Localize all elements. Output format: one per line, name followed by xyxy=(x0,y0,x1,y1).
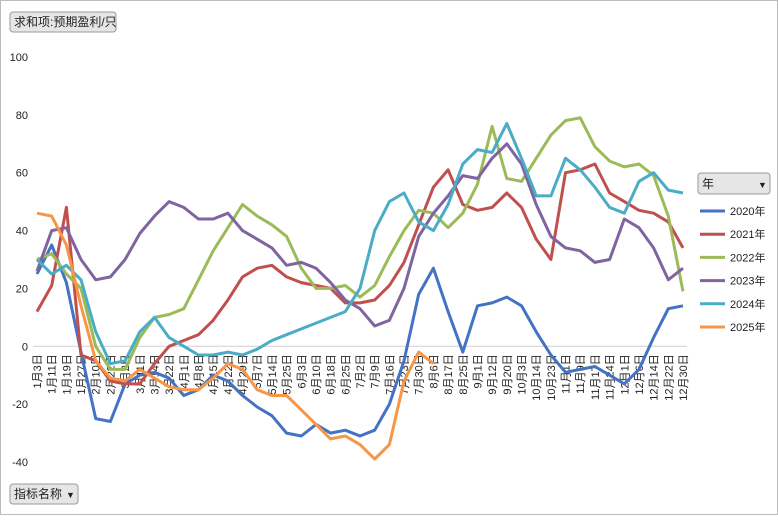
x-tick-label: 12月14日 xyxy=(649,354,661,400)
x-tick-label: 7月2日 xyxy=(355,354,367,388)
x-tick-label: 11月1日 xyxy=(561,354,573,394)
x-tick-label: 12月1日 xyxy=(619,354,631,394)
series-line xyxy=(36,211,435,461)
x-tick-label: 10月3日 xyxy=(517,354,529,394)
x-tick-label: 12月22日 xyxy=(663,354,675,400)
value-field-button[interactable] xyxy=(9,11,117,33)
x-tick-label: 9月12日 xyxy=(487,354,499,394)
legend-label: 2023年 xyxy=(730,274,765,288)
x-tick-label: 4月8日 xyxy=(194,354,206,388)
legend-field-label: 年 xyxy=(702,177,714,191)
x-tick-label: 5月14日 xyxy=(267,354,279,394)
x-tick-label: 6月3日 xyxy=(296,354,308,388)
x-tick-label: 1月3日 xyxy=(32,354,44,388)
x-tick-label: 5月25日 xyxy=(282,354,294,394)
dropdown-arrow: ▼ xyxy=(66,490,75,500)
y-tick-label: -20 xyxy=(12,399,28,411)
y-tick-label: 0 xyxy=(22,341,28,353)
x-tick-label: 7月30日 xyxy=(414,354,426,394)
x-tick-label: 4月1日 xyxy=(179,354,191,388)
legend-label: 2022年 xyxy=(730,250,765,264)
legend-label: 2021年 xyxy=(730,227,765,241)
axis-field-button[interactable] xyxy=(9,483,79,505)
y-tick-label: 60 xyxy=(16,168,28,180)
y-tick-label: -40 xyxy=(12,457,28,469)
x-tick-label: 7月16日 xyxy=(384,354,396,394)
series-line xyxy=(35,122,684,366)
x-tick-label: 1月11日 xyxy=(47,354,59,394)
x-tick-label: 4月22日 xyxy=(223,354,235,394)
x-tick-label: 11月17日 xyxy=(590,354,602,400)
series-line xyxy=(35,243,684,438)
x-tick-label: 10月14日 xyxy=(531,354,543,400)
axis-field-label: 指标名称 xyxy=(14,486,62,501)
x-tick-label: 9月20日 xyxy=(502,354,514,394)
value-field-label: 求和项:预期盈利/只 xyxy=(14,15,117,29)
x-tick-label: 7月9日 xyxy=(370,354,382,388)
y-tick-label: 100 xyxy=(10,52,28,64)
series-line xyxy=(36,116,685,371)
x-tick-label: 4月29日 xyxy=(238,354,250,394)
legend-label: 2024年 xyxy=(730,297,765,311)
x-tick-label: 10月23日 xyxy=(546,354,558,400)
x-tick-label: 8月17日 xyxy=(443,354,455,394)
legend-label: 2025年 xyxy=(730,320,765,334)
y-tick-label: 80 xyxy=(16,110,28,122)
x-tick-label: 1月19日 xyxy=(61,354,73,394)
series-line xyxy=(35,162,685,386)
x-tick-label: 12月30日 xyxy=(678,354,690,400)
x-tick-label: 8月25日 xyxy=(458,354,470,394)
x-tick-label: 6月10日 xyxy=(311,354,323,394)
x-tick-label: 6月18日 xyxy=(326,354,338,394)
x-tick-label: 6月25日 xyxy=(340,354,352,394)
x-tick-label: 5月7日 xyxy=(252,354,264,388)
y-tick-label: 20 xyxy=(16,283,28,295)
x-tick-label: 11月9日 xyxy=(575,354,587,394)
x-tick-label: 9月1日 xyxy=(472,354,484,388)
y-tick-label: 40 xyxy=(16,226,28,238)
legend-label: 2020年 xyxy=(730,204,765,218)
series-line xyxy=(35,142,684,328)
dropdown-arrow: ▼ xyxy=(758,180,767,190)
legend-field-button[interactable] xyxy=(697,172,771,195)
